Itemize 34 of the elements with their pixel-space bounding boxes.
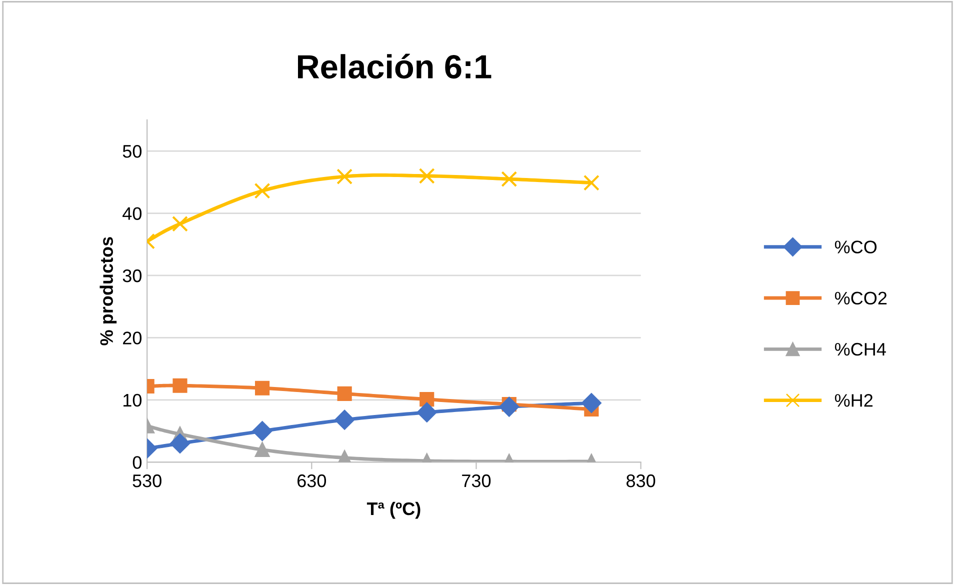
point [420, 392, 434, 407]
y-tick-label: 40 [122, 207, 142, 220]
point [583, 174, 600, 191]
y-tick-label: 50 [122, 144, 142, 158]
y-tick-label: 30 [122, 269, 142, 282]
legend-label: %CO2 [834, 292, 887, 305]
point [172, 216, 188, 232]
x-axis-title: Tª (ºC) [366, 502, 420, 519]
x-tick-label: 730 [462, 474, 491, 488]
legend-label: %H2 [834, 394, 873, 407]
point [499, 396, 520, 417]
point [418, 168, 435, 184]
legend-label: %CO [834, 240, 877, 254]
x-tick-label: 630 [298, 474, 326, 488]
point [170, 434, 190, 454]
point [254, 182, 270, 199]
point [334, 410, 354, 430]
x-tick-label: 830 [626, 474, 656, 488]
y-tick-label: 20 [123, 332, 142, 344]
point [254, 442, 270, 457]
point [582, 393, 602, 413]
x-tick-label: 530 [132, 474, 162, 488]
point [336, 168, 353, 185]
point [337, 386, 352, 401]
legend-label: %CH4 [834, 342, 886, 356]
point [252, 421, 272, 441]
point [172, 378, 188, 393]
y-tick-label: 10 [124, 394, 142, 407]
point [254, 380, 270, 396]
point [416, 402, 437, 422]
y-axis-title: % productos [100, 237, 117, 346]
chart-title: Relación 6:1 [298, 54, 492, 79]
point [501, 171, 518, 188]
y-tick-label: 0 [132, 456, 142, 469]
